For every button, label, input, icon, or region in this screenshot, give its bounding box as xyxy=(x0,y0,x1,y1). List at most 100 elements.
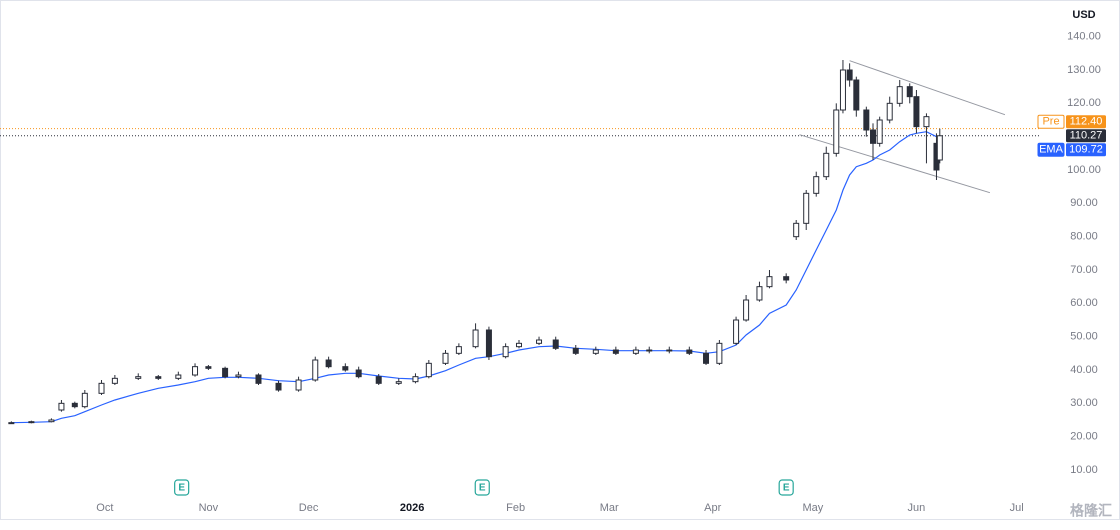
candle-body xyxy=(870,129,877,144)
x-tick-label: Apr xyxy=(704,502,721,514)
candle-body xyxy=(81,392,88,408)
candle-body xyxy=(572,347,579,354)
y-tick-label: 130.00 xyxy=(1067,64,1101,76)
event-label: E xyxy=(783,483,790,494)
candle-body xyxy=(135,376,142,379)
candle-body xyxy=(666,349,673,352)
candle-body xyxy=(222,367,229,378)
event-icon xyxy=(174,479,190,496)
candle-body xyxy=(425,362,432,378)
watermark: 格隆汇 xyxy=(1070,503,1112,519)
y-tick-label: 30.00 xyxy=(1070,397,1098,409)
candle-body xyxy=(395,381,402,384)
price-tag xyxy=(1037,114,1065,129)
candle-body xyxy=(175,374,182,379)
price-box xyxy=(1066,115,1106,129)
candle-body xyxy=(716,342,723,364)
candle-body xyxy=(646,349,653,352)
candle-body xyxy=(896,86,903,104)
candle-body xyxy=(886,102,893,121)
price-tag-label: EMA xyxy=(1039,144,1064,156)
x-tick-label: Mar xyxy=(600,502,619,514)
candle-body xyxy=(71,402,78,408)
candle-body xyxy=(98,382,105,394)
event-icon xyxy=(778,479,794,496)
candle-body xyxy=(632,349,639,354)
trendline xyxy=(799,134,991,194)
candle-body xyxy=(813,176,820,194)
trendline xyxy=(849,60,1006,116)
candle-body xyxy=(552,339,559,349)
candle-body xyxy=(612,349,619,354)
y-tick-label: 20.00 xyxy=(1070,431,1098,443)
event-label: E xyxy=(178,483,185,494)
price-box xyxy=(1066,129,1106,143)
candle-body xyxy=(766,276,773,288)
x-tick-label: Nov xyxy=(199,502,219,514)
candle-body xyxy=(375,376,382,384)
candle-body xyxy=(823,152,830,178)
price-value: 109.72 xyxy=(1069,144,1103,156)
y-tick-label: 60.00 xyxy=(1070,297,1098,309)
candle-body xyxy=(936,135,943,161)
event-label: E xyxy=(479,483,486,494)
x-tick-label: Feb xyxy=(506,502,525,514)
candle-body xyxy=(793,222,800,238)
x-tick-label: Oct xyxy=(96,502,113,514)
candle-body xyxy=(48,419,55,423)
candle-body xyxy=(255,374,262,384)
candle-body xyxy=(906,86,913,98)
currency-label: USD xyxy=(1072,9,1095,21)
candle-body xyxy=(235,374,242,378)
y-tick-label: 70.00 xyxy=(1070,264,1098,276)
ema-line xyxy=(11,131,940,424)
y-tick-label: 90.00 xyxy=(1070,197,1098,209)
y-tick-label: 40.00 xyxy=(1070,364,1098,376)
candle-body xyxy=(342,366,349,371)
candle-body xyxy=(111,377,118,384)
candle-body xyxy=(536,339,543,344)
y-tick-label: 80.00 xyxy=(1070,231,1098,243)
candle-body xyxy=(355,369,362,378)
candle-body xyxy=(192,366,199,376)
candle-body xyxy=(515,342,522,348)
candle-body xyxy=(923,116,930,128)
candle-body xyxy=(155,376,162,379)
x-tick-label: Jun xyxy=(908,502,926,514)
candle-body xyxy=(743,299,750,321)
x-tick-label: 2026 xyxy=(400,502,424,514)
candle-body xyxy=(502,346,509,358)
candle-body xyxy=(756,286,763,301)
candle-body xyxy=(472,329,479,348)
candle-body xyxy=(863,109,870,131)
candle-body xyxy=(876,119,883,144)
y-tick-label: 140.00 xyxy=(1067,31,1101,43)
y-tick-label: 50.00 xyxy=(1070,331,1098,343)
candle-body xyxy=(455,346,462,354)
price-box xyxy=(1066,143,1106,157)
candle-body xyxy=(485,329,492,358)
candle-body xyxy=(8,422,15,425)
candle-body xyxy=(325,359,332,368)
x-tick-label: May xyxy=(803,502,824,514)
candle-body xyxy=(592,349,599,354)
y-tick-label: 100.00 xyxy=(1067,164,1101,176)
x-tick-label: Dec xyxy=(299,502,319,514)
candle-body xyxy=(28,421,35,424)
y-tick-label: 10.00 xyxy=(1070,464,1098,476)
candle-body xyxy=(913,96,920,128)
price-tag xyxy=(1037,142,1065,157)
candle-body xyxy=(275,382,282,391)
candle-body xyxy=(846,69,853,81)
candle-body xyxy=(295,379,302,391)
candle-body xyxy=(853,79,860,111)
candle-body xyxy=(412,376,419,383)
candle-body xyxy=(58,402,65,411)
candle-body xyxy=(839,69,846,111)
price-value: 112.40 xyxy=(1070,116,1103,128)
candle-body xyxy=(703,352,710,364)
candle-body xyxy=(205,366,212,369)
candle-body xyxy=(733,319,740,344)
